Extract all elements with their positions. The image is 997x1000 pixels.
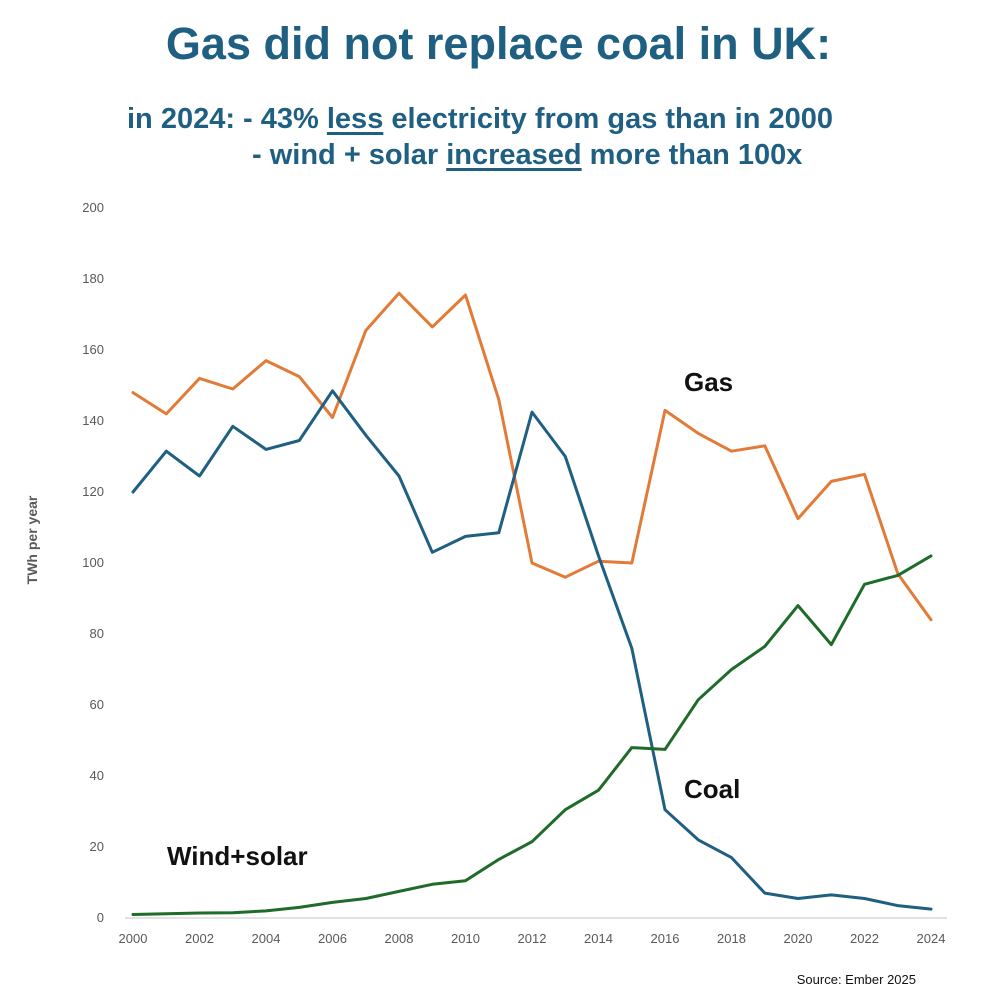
source-note: Source: Ember 2025 <box>797 972 916 987</box>
y-tick-60: 60 <box>90 697 104 712</box>
x-tick-2008: 2008 <box>385 931 414 946</box>
x-tick-2022: 2022 <box>850 931 879 946</box>
subtitle-line-2: - wind + solar increased more than 100x <box>252 139 802 172</box>
coal-series-label: Coal <box>684 774 740 804</box>
x-tick-2002: 2002 <box>185 931 214 946</box>
x-tick-2014: 2014 <box>584 931 613 946</box>
x-tick-2000: 2000 <box>119 931 148 946</box>
x-tick-2020: 2020 <box>784 931 813 946</box>
y-tick-40: 40 <box>90 768 104 783</box>
subtitle-2-prefix: - wind + solar <box>252 139 447 171</box>
series-lines <box>131 291 933 916</box>
wind-solar-line <box>131 554 933 916</box>
x-tick-2010: 2010 <box>451 931 480 946</box>
x-tick-2024: 2024 <box>917 931 946 946</box>
y-tick-140: 140 <box>82 413 104 428</box>
y-tick-80: 80 <box>90 626 104 641</box>
subtitle-1-suffix: electricity from gas than in 2000 <box>383 103 833 135</box>
subtitle-1-emphasis: less <box>326 103 384 135</box>
subtitle-1-prefix: in 2024: - 43% <box>127 103 327 135</box>
y-tick-200: 200 <box>82 200 104 215</box>
coal-line <box>131 389 933 911</box>
x-tick-2004: 2004 <box>252 931 281 946</box>
subtitle-line-1: in 2024: - 43% less electricity from gas… <box>127 103 833 136</box>
subtitle-2-suffix: more than 100x <box>581 139 803 171</box>
x-tick-2012: 2012 <box>518 931 547 946</box>
x-axis-ticks: 2000 2002 2004 2006 2008 2010 2012 2014 2016 2018… <box>119 931 946 946</box>
x-tick-2018: 2018 <box>717 931 746 946</box>
gas-line <box>131 291 933 622</box>
y-tick-0: 0 <box>97 910 104 925</box>
y-tick-20: 20 <box>90 839 104 854</box>
chart-title: Gas did not replace coal in UK: <box>165 18 832 69</box>
x-tick-2006: 2006 <box>318 931 347 946</box>
gas-series-label: Gas <box>684 367 733 397</box>
y-tick-160: 160 <box>82 342 104 357</box>
wind-solar-series-label: Wind+solar <box>167 841 308 871</box>
y-axis-ticks: 0 20 40 60 80 100 120 140 160 180 200 <box>82 200 104 925</box>
y-tick-120: 120 <box>82 484 104 499</box>
y-tick-180: 180 <box>82 271 104 286</box>
x-tick-2016: 2016 <box>651 931 680 946</box>
subtitle-2-emphasis: increased <box>446 139 582 171</box>
y-tick-100: 100 <box>82 555 104 570</box>
y-axis-label: TWh per year <box>24 495 40 584</box>
